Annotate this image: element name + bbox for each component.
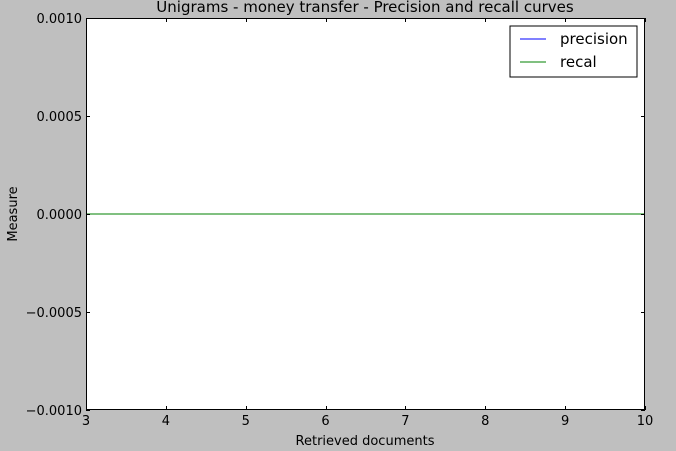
ticks-layer: 3 4 5 6 7 8 9 10 0.0010 0.0005 0.0000 −0.0005 −0.001… [26,12,654,429]
x-tick-label: 10 [637,414,654,429]
legend: precision recal [509,25,638,78]
x-tick-label: 7 [401,414,409,429]
y-tick-label: −0.0005 [26,306,82,321]
y-tick-label: 0.0010 [37,12,83,27]
y-tick-label: 0.0000 [37,208,83,223]
legend-label-recal: recal [560,53,597,71]
x-tick-label: 5 [242,414,250,429]
x-tick-label: 6 [321,414,329,429]
legend-label-precision: precision [560,30,628,48]
y-axis-label: Measure [6,186,21,241]
x-tick-label: 3 [82,414,90,429]
x-tick-label: 4 [162,414,170,429]
chart-title: Unigrams - money transfer - Precision an… [156,0,574,16]
x-tick-label: 9 [561,414,569,429]
y-tick-label: 0.0005 [37,110,83,125]
legend-frame [509,25,638,78]
y-tick-label: −0.0010 [26,404,82,419]
x-axis-label: Retrieved documents [296,434,435,449]
x-tick-label: 8 [481,414,489,429]
